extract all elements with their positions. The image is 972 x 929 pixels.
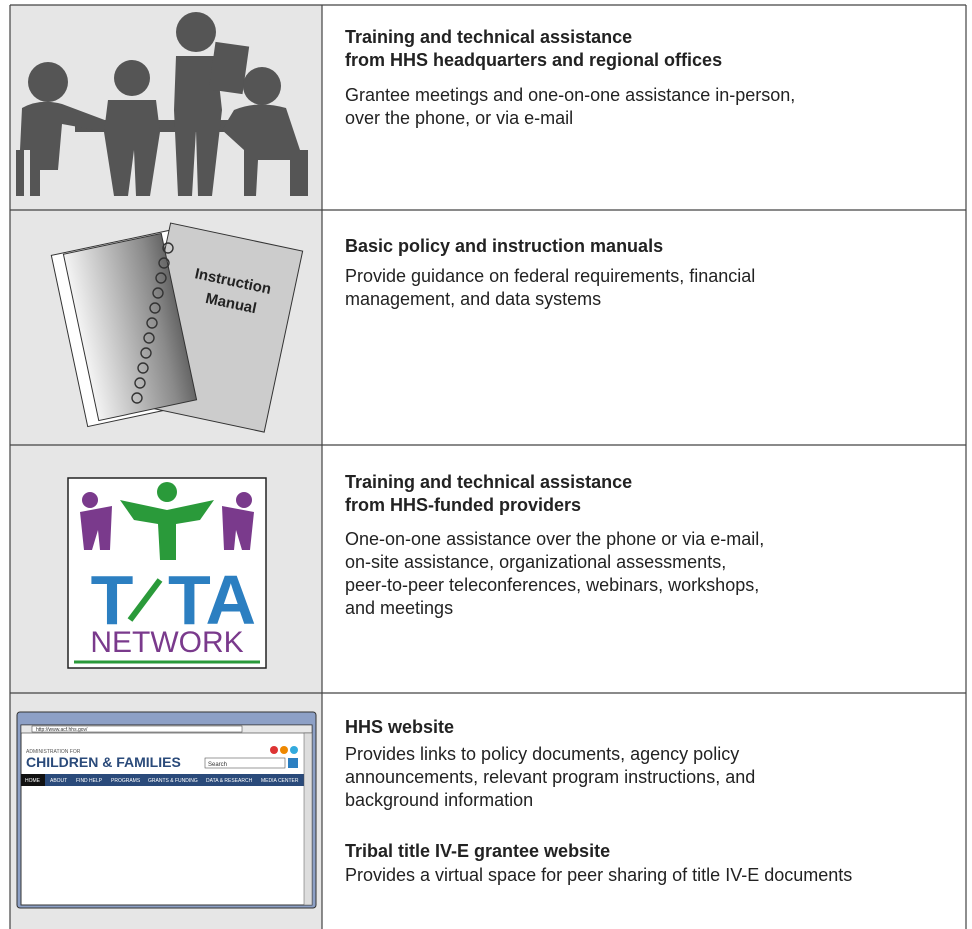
row-title: Tribal title IV-E grantee website	[345, 841, 611, 861]
row-description: Provide guidance on federal requirements…	[345, 266, 756, 286]
search-box: Search	[208, 762, 227, 768]
row-description: One-on-one assistance over the phone or …	[345, 529, 765, 549]
row-title: Basic policy and instruction manuals	[345, 236, 664, 256]
icon-label: NETWORK	[90, 626, 243, 659]
row-title: from HHS headquarters and regional offic…	[345, 50, 723, 70]
meeting-icon	[16, 12, 308, 196]
table-lines	[9, 4, 967, 929]
row-description: and meetings	[345, 598, 454, 618]
nav-item: GRANTS & FUNDING	[148, 778, 198, 784]
row-description: background information	[345, 790, 534, 810]
nav-item: ABOUT	[50, 778, 67, 784]
row-title: Training and technical assistance	[345, 472, 633, 492]
website-icon: http://www.acf.hhs.gov/ ADMINISTRATION F…	[16, 711, 317, 909]
row-title: Training and technical assistance	[345, 27, 633, 47]
agency-name: CHILDREN & FAMILIES	[26, 754, 181, 770]
nav-item: FIND HELP	[76, 778, 103, 784]
row-description: Provides links to policy documents, agen…	[345, 744, 740, 764]
manual-icon: Instruction Manual	[50, 222, 304, 433]
row-description: management, and data systems	[345, 289, 602, 309]
row-description: Provides a virtual space for peer sharin…	[345, 865, 853, 885]
row-description: announcements, relevant program instruct…	[345, 767, 756, 787]
icon-label: T	[91, 561, 134, 639]
icon-label: TA	[168, 561, 256, 639]
tta-logo: T TA NETWORK	[67, 477, 267, 669]
row-description: on-site assistance, organizational asses…	[345, 552, 727, 572]
nav-item: DATA & RESEARCH	[206, 778, 253, 784]
row-description: Grantee meetings and one-on-one assistan…	[345, 85, 796, 105]
url-text: http://www.acf.hhs.gov/	[36, 727, 88, 733]
nav-item: HOME	[25, 778, 41, 784]
row-title: HHS website	[345, 717, 455, 737]
nav-item: MEDIA CENTER	[261, 778, 299, 784]
agency-small: ADMINISTRATION FOR	[26, 749, 81, 755]
nav-item: PROGRAMS	[111, 778, 141, 784]
row-description: peer-to-peer teleconferences, webinars, …	[345, 575, 760, 595]
row-description: over the phone, or via e-mail	[345, 108, 574, 128]
row-title: from HHS-funded providers	[345, 495, 582, 515]
